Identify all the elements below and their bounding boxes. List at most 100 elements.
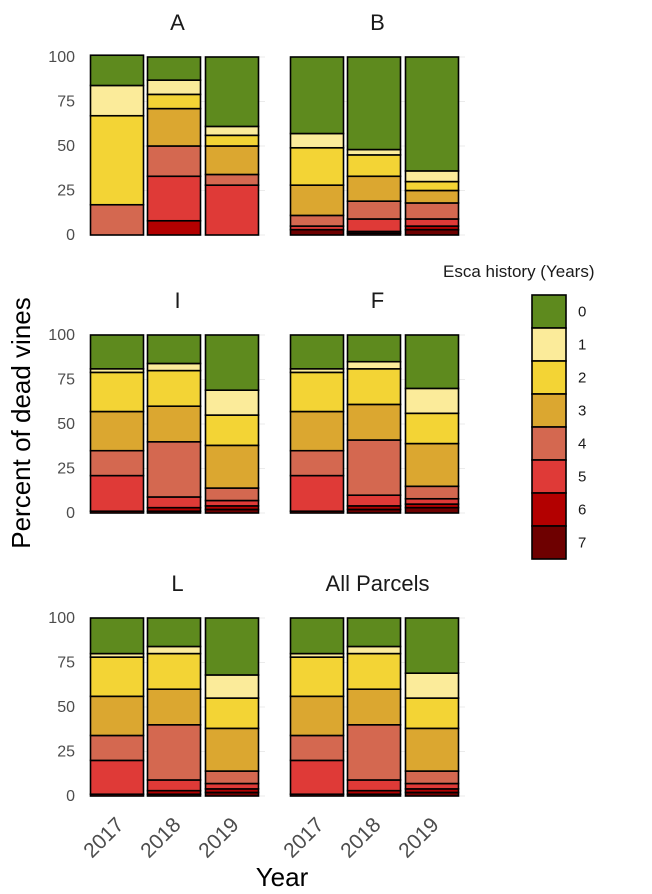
bar-segment [146,334,202,365]
bar-segment [146,496,202,509]
bar-segment [204,389,260,416]
y-tick-label: 25 [57,461,75,478]
bar-segment [346,200,402,220]
bar-segment [204,487,260,502]
bar-segment [146,93,202,110]
bar-segment [289,410,345,452]
bar-segment [146,688,202,726]
bar-segment [146,779,202,792]
bar-segment [404,770,460,785]
bar-segment [404,170,460,183]
y-axis-title: Percent of dead vines [6,297,36,549]
legend-key [531,294,567,329]
legend-key [531,327,567,362]
bar-segment [89,474,145,513]
bar-segment [404,189,460,204]
bar-segment [404,506,460,514]
x-tick-label: 2019 [194,813,243,862]
bar-segment [346,439,402,496]
facet-panel: B [289,10,465,236]
bar-segment [346,218,402,233]
bar-segment [289,474,345,513]
legend-key [531,393,567,428]
bar-segment [89,695,145,737]
legend-key [531,459,567,494]
bar-segment [204,184,260,236]
bar-segment [289,449,345,477]
legend-label: 1 [578,337,586,354]
bar-segment [346,652,402,690]
bar-segment [89,84,145,117]
y-tick-label: 50 [57,416,75,433]
bar-segment [289,617,345,655]
bar-segment [204,617,260,676]
y-tick-label: 25 [57,744,75,761]
bar-segment [89,371,145,413]
bar-segment [146,617,202,648]
bar-segment [146,145,202,178]
bar-segment [346,148,402,156]
x-tick-label: 2017 [79,813,128,862]
bar-segment [289,734,345,762]
bar-segment [404,485,460,500]
bar-segment [146,405,202,443]
panel-title: I [174,288,180,313]
bar-segment [146,362,202,372]
bar-segment [204,334,260,391]
bar-segment [289,695,345,737]
x-tick-label: 2018 [136,813,185,862]
bar-segment [346,779,402,792]
bar-segment [289,334,345,370]
facet-panel: A 0 25 50 75 100 [48,10,265,244]
bar-segment [146,645,202,655]
bar-segment [346,360,402,370]
legend-label: 7 [578,535,586,552]
y-tick-label: 25 [57,183,75,200]
bar-segment [346,403,402,441]
bar-segment [146,652,202,690]
y-tick-label: 0 [66,505,75,522]
bar-segment [89,449,145,477]
bar-segment [404,727,460,772]
panel-title: L [171,571,183,596]
bar-segment [89,203,145,236]
y-tick-label: 100 [48,49,75,66]
legend: Esca history (Years) 0 1 2 3 4 5 6 7 [443,262,594,560]
y-tick-label: 75 [57,655,75,672]
y-tick-label: 0 [66,788,75,805]
bar-segment [404,228,460,236]
bar-segment [289,214,345,227]
legend-key [531,426,567,461]
x-axis-title: Year [256,862,309,892]
bar-segment [146,79,202,96]
bar-segment [204,173,260,186]
bar-segment [204,134,260,147]
bar-segment [204,674,260,699]
bar-segment [404,334,460,390]
bar-segment [204,125,260,137]
bar-segment [404,202,460,220]
bar-segment [289,371,345,413]
y-tick-label: 75 [57,94,75,111]
y-tick-label: 100 [48,327,75,344]
bar-segment [346,154,402,178]
bar-segment [404,497,460,505]
bar-segment [89,410,145,452]
bar-segment [89,759,145,796]
legend-key [531,492,567,527]
bar-segment [146,107,202,147]
bar-segment [346,723,402,781]
bar-segment [404,697,460,730]
bar-segment [404,782,460,790]
bar-segment [289,228,345,236]
bar-segment [346,56,402,151]
panel-title: B [370,10,385,35]
bar-segment [404,387,460,415]
bar-segment [346,688,402,726]
bar-segment [289,656,345,698]
bar-segment [404,218,460,227]
bar-segment [204,697,260,730]
y-tick-label: 50 [57,138,75,155]
